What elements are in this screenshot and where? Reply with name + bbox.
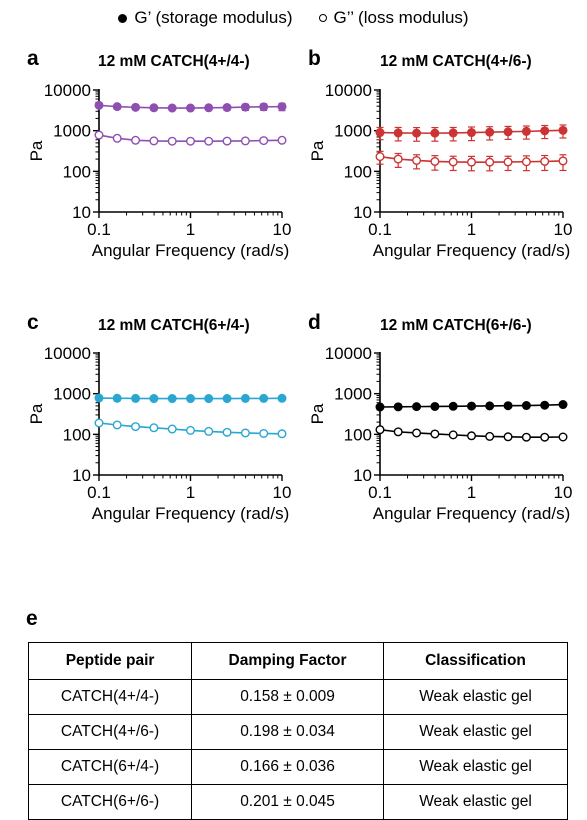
column-header: Peptide pair <box>29 643 192 680</box>
storage-modulus-point <box>559 401 567 409</box>
loss-modulus-point <box>541 433 549 441</box>
storage-modulus-point <box>541 401 549 409</box>
loss-modulus-point <box>523 433 531 441</box>
storage-modulus-point <box>413 403 421 411</box>
table-header-row: Peptide pair Damping Factor Classificati… <box>29 643 568 680</box>
y-tick-label: 100 <box>344 425 372 444</box>
table-row: CATCH(4+/4-) 0.158 ± 0.009 Weak elastic … <box>29 680 568 715</box>
column-header: Damping Factor <box>192 643 384 680</box>
table-cell: Weak elastic gel <box>384 750 568 785</box>
storage-modulus-point <box>449 402 457 410</box>
table-cell: 0.201 ± 0.045 <box>192 785 384 820</box>
x-tick-label: 10 <box>554 483 573 502</box>
table-row: CATCH(4+/6-) 0.198 ± 0.034 Weak elastic … <box>29 715 568 750</box>
table-cell: 0.198 ± 0.034 <box>192 715 384 750</box>
table-cell: CATCH(4+/6-) <box>29 715 192 750</box>
table-cell: CATCH(4+/4-) <box>29 680 192 715</box>
storage-modulus-point <box>486 402 494 410</box>
column-header: Classification <box>384 643 568 680</box>
table-cell: CATCH(6+/4-) <box>29 750 192 785</box>
storage-modulus-point <box>431 403 439 411</box>
x-tick-label: 0.1 <box>368 483 392 502</box>
loss-modulus-point <box>376 426 384 434</box>
loss-modulus-point <box>431 430 439 438</box>
table-cell: 0.158 ± 0.009 <box>192 680 384 715</box>
table-row: CATCH(6+/6-) 0.201 ± 0.045 Weak elastic … <box>29 785 568 820</box>
storage-modulus-point <box>523 402 531 410</box>
loss-modulus-point <box>468 432 476 440</box>
storage-modulus-point <box>468 402 476 410</box>
table-cell: 0.166 ± 0.036 <box>192 750 384 785</box>
table-row: CATCH(6+/4-) 0.166 ± 0.036 Weak elastic … <box>29 750 568 785</box>
loss-modulus-point <box>486 433 494 441</box>
loss-modulus-point <box>504 433 512 441</box>
y-tick-label: 1000 <box>334 385 372 404</box>
x-axis-label: Angular Frequency (rad/s) <box>373 504 570 523</box>
loss-modulus-point <box>559 433 567 441</box>
storage-modulus-point <box>504 402 512 410</box>
table-cell: Weak elastic gel <box>384 680 568 715</box>
x-tick-label: 1 <box>467 483 476 502</box>
damping-factor-table: Peptide pair Damping Factor Classificati… <box>28 642 568 820</box>
y-tick-label: 10000 <box>325 344 372 363</box>
loss-modulus-point <box>449 431 457 439</box>
table-cell: Weak elastic gel <box>384 785 568 820</box>
loss-modulus-point <box>394 428 402 436</box>
storage-modulus-point <box>376 403 384 411</box>
table-cell: Weak elastic gel <box>384 715 568 750</box>
y-axis-label: Pa <box>308 403 327 424</box>
storage-modulus-point <box>394 403 402 411</box>
loss-modulus-point <box>413 429 421 437</box>
panel-letter-e: e <box>26 607 38 631</box>
table-cell: CATCH(6+/6-) <box>29 785 192 820</box>
